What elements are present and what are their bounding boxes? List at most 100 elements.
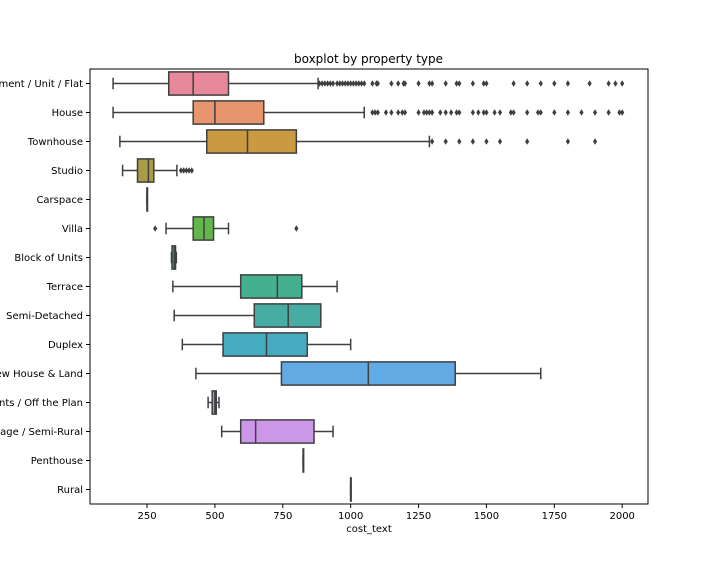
- outlier-point: [449, 109, 454, 116]
- outlier-point: [454, 109, 459, 116]
- outlier-point: [511, 109, 516, 116]
- outlier-point: [620, 80, 625, 87]
- outlier-point: [362, 80, 367, 87]
- box-group: [146, 187, 149, 212]
- outlier-point: [328, 80, 333, 87]
- outlier-point: [565, 109, 570, 116]
- y-tick-label: Semi-Detached: [6, 311, 83, 322]
- outlier-point: [481, 80, 486, 87]
- outlier-point: [535, 109, 541, 116]
- outlier-point: [617, 109, 622, 116]
- outlier-point: [345, 80, 351, 87]
- box-iqr: [192, 100, 265, 125]
- outlier-point: [322, 80, 327, 87]
- outlier-point: [424, 109, 429, 116]
- box-group: [349, 477, 352, 502]
- outlier-point: [294, 225, 299, 232]
- chart-title: boxplot by property type: [294, 52, 443, 66]
- y-tick-label: Villa: [62, 224, 83, 235]
- outlier-point: [337, 80, 342, 87]
- outlier-point: [383, 109, 389, 116]
- box-iqr: [222, 332, 308, 357]
- outlier-point: [470, 138, 475, 145]
- outlier-point: [484, 138, 489, 145]
- x-tick-label: 1750: [542, 511, 567, 522]
- outlier-point: [552, 80, 557, 87]
- outlier-point: [430, 80, 435, 87]
- outlier-point: [430, 109, 435, 116]
- outlier-point: [389, 109, 394, 116]
- box-group: [302, 448, 305, 473]
- outlier-point: [373, 109, 378, 116]
- outlier-point: [340, 80, 345, 87]
- outlier-point: [375, 80, 380, 87]
- box-group: [119, 129, 598, 154]
- y-tick-label: Acreage / Semi-Rural: [0, 427, 83, 438]
- outlier-point: [484, 109, 489, 116]
- outlier-point: [178, 167, 184, 174]
- box-group: [153, 216, 299, 241]
- x-axis-label: cost_text: [346, 524, 392, 535]
- outlier-point: [402, 109, 408, 116]
- outlier-point: [457, 138, 462, 145]
- x-tick-label: 500: [205, 511, 224, 522]
- outlier-point: [552, 109, 557, 116]
- outlier-point: [592, 109, 598, 116]
- outlier-point: [356, 80, 361, 87]
- outlier-point: [421, 109, 427, 116]
- box-group: [172, 274, 338, 299]
- outlier-point: [587, 80, 592, 87]
- box-iqr: [239, 274, 303, 299]
- outlier-point: [484, 80, 489, 87]
- y-tick-label: Duplex: [48, 340, 83, 351]
- outlier-point: [525, 109, 530, 116]
- outlier-point: [153, 225, 158, 232]
- outlier-point: [606, 80, 611, 87]
- y-tick-label: Penthouse: [31, 456, 83, 467]
- box-iqr: [239, 419, 315, 444]
- outlier-point: [454, 80, 459, 87]
- outlier-point: [370, 109, 375, 116]
- outlier-point: [430, 138, 435, 145]
- outlier-point: [438, 109, 443, 116]
- x-tick-label: 1500: [474, 511, 499, 522]
- outlier-point: [343, 80, 348, 87]
- outlier-point: [443, 80, 448, 87]
- y-tick-label: Block of Units: [14, 253, 83, 264]
- y-tick-label: Townhouse: [27, 137, 83, 148]
- y-tick-label: Apartments / Off the Plan: [0, 398, 83, 409]
- x-axis-ticks: 250 500 750 1000 1250 1500 1750 2000: [137, 504, 635, 522]
- outlier-point: [330, 80, 336, 87]
- y-tick-label: New House & Land: [0, 369, 83, 380]
- y-tick-label: Carspace: [36, 195, 83, 206]
- outlier-point: [565, 80, 570, 87]
- x-tick-label: 1000: [338, 511, 363, 522]
- y-tick-label: Terrace: [46, 282, 83, 293]
- y-axis-ticks: Apartment / Unit / Flat House Townhouse Stu…: [0, 79, 90, 496]
- outlier-point: [443, 109, 448, 116]
- outlier-point: [492, 109, 497, 116]
- outlier-point: [370, 80, 375, 87]
- outlier-point: [565, 138, 570, 145]
- y-tick-label: Apartment / Unit / Flat: [0, 79, 83, 90]
- outlier-point: [396, 80, 401, 87]
- outlier-point: [443, 138, 448, 145]
- outlier-point: [525, 138, 530, 145]
- outlier-point: [497, 138, 503, 145]
- boxes-layer: [112, 71, 625, 502]
- outlier-point: [416, 80, 421, 87]
- outlier-point: [511, 80, 516, 87]
- outlier-point: [613, 80, 618, 87]
- outlier-point: [335, 80, 340, 87]
- outlier-point: [351, 80, 356, 87]
- outlier-point: [606, 109, 611, 116]
- x-tick-label: 750: [273, 511, 292, 522]
- outlier-point: [416, 109, 421, 116]
- outlier-point: [427, 109, 432, 116]
- y-tick-label: House: [52, 108, 83, 119]
- box-group: [195, 361, 542, 386]
- outlier-point: [538, 80, 543, 87]
- outlier-point: [457, 109, 462, 116]
- outlier-point: [396, 109, 401, 116]
